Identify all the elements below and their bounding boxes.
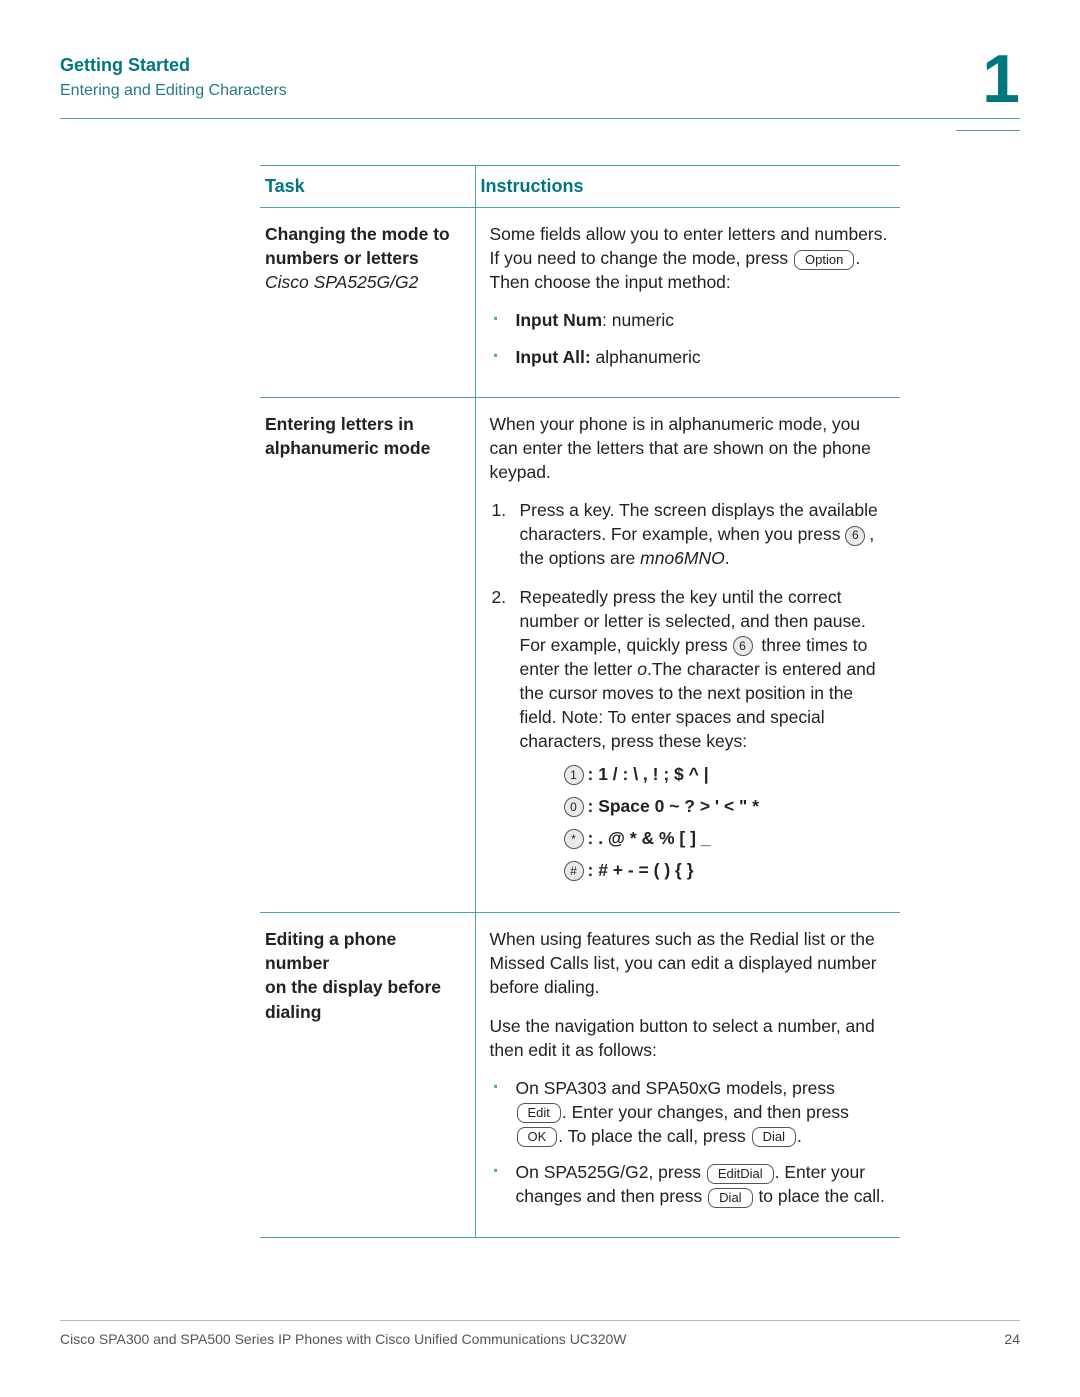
instructions-table-wrap: Task Instructions Changing the mode to n… (260, 165, 900, 1238)
chapter-underline (956, 130, 1020, 131)
instruction-text: Some fields allow you to enter letters a… (490, 222, 889, 294)
instructions-cell: When using features such as the Redial l… (475, 913, 900, 1237)
task-cell: Entering letters in alphanumeric mode (260, 397, 475, 912)
page-number: 24 (1004, 1331, 1020, 1347)
keypad-key-icon: 6 (733, 636, 753, 656)
instructions-table: Task Instructions Changing the mode to n… (260, 165, 900, 1238)
keychar-chars: : Space 0 ~ ? > ' < " * (588, 796, 760, 816)
instruction-text: When using features such as the Redial l… (490, 927, 889, 999)
table-header-row: Task Instructions (260, 166, 900, 208)
text: . Enter your changes, and then press (562, 1102, 849, 1122)
header-title: Getting Started (60, 55, 1020, 76)
keypad-key-icon: * (564, 829, 584, 849)
keypad-key-icon: 0 (564, 797, 584, 817)
task-line: Changing the mode to (265, 224, 450, 244)
list-item: On SPA525G/G2, press EditDial. Enter you… (490, 1160, 889, 1208)
table-row: Editing a phone number on the display be… (260, 913, 900, 1237)
keychar-chars: : . @ * & % [ ] _ (588, 828, 711, 848)
task-line: Editing a phone number (265, 929, 396, 973)
text-italic: o (637, 659, 647, 679)
keychar-map: 1: 1 / : \ , ! ; $ ^ | 0: Space 0 ~ ? > … (564, 762, 889, 883)
softkey-editdial: EditDial (707, 1164, 774, 1184)
task-line: alphanumeric mode (265, 438, 430, 458)
text: : numeric (602, 310, 674, 330)
chapter-number: 1 (982, 45, 1020, 113)
text: . (725, 548, 730, 568)
task-line: Entering letters in (265, 414, 414, 434)
keychar-chars: : # + - = ( ) { } (588, 860, 694, 880)
text: . (797, 1126, 802, 1146)
bullet-list: On SPA303 and SPA50xG models, press Edit… (490, 1076, 889, 1209)
list-item: Repeatedly press the key until the corre… (490, 585, 889, 883)
task-line: dialing (265, 1002, 321, 1022)
instruction-text: Use the navigation button to select a nu… (490, 1014, 889, 1062)
col-task: Task (260, 166, 475, 208)
text: On SPA525G/G2, press (516, 1162, 706, 1182)
keypad-key-icon: 6 (845, 526, 865, 546)
list-item: Input Num: numeric (490, 308, 889, 332)
col-instructions: Instructions (475, 166, 900, 208)
keychar-line: #: # + - = ( ) { } (564, 858, 889, 882)
list-item: On SPA303 and SPA50xG models, press Edit… (490, 1076, 889, 1148)
softkey-option: Option (794, 250, 854, 270)
footer-text: Cisco SPA300 and SPA500 Series IP Phones… (60, 1331, 627, 1347)
keychar-line: *: . @ * & % [ ] _ (564, 826, 889, 850)
task-model: Cisco SPA525G/G2 (265, 272, 418, 292)
keypad-key-icon: 1 (564, 765, 584, 785)
task-line: on the display before (265, 977, 441, 997)
text-strong: Input All: (516, 347, 591, 367)
task-cell: Editing a phone number on the display be… (260, 913, 475, 1237)
text: to place the call. (754, 1186, 885, 1206)
softkey-dial: Dial (752, 1127, 796, 1147)
bullet-list: Input Num: numeric Input All: alphanumer… (490, 308, 889, 368)
list-item: Input All: alphanumeric (490, 345, 889, 369)
table-row: Changing the mode to numbers or letters … (260, 208, 900, 398)
keychar-line: 1: 1 / : \ , ! ; $ ^ | (564, 762, 889, 786)
text: Press a key. The screen displays the ava… (520, 500, 878, 544)
header-subtitle: Entering and Editing Characters (60, 82, 1020, 100)
softkey-dial: Dial (708, 1188, 752, 1208)
softkey-edit: Edit (517, 1103, 561, 1123)
keychar-line: 0: Space 0 ~ ? > ' < " * (564, 794, 889, 818)
header-rule (60, 118, 1020, 119)
numbered-list: Press a key. The screen displays the ava… (490, 498, 889, 882)
text-italic: mno6MNO (640, 548, 725, 568)
instruction-text: When your phone is in alphanumeric mode,… (490, 412, 889, 484)
page-header: Getting Started Entering and Editing Cha… (60, 55, 1020, 135)
keypad-key-icon: # (564, 861, 584, 881)
list-item: Press a key. The screen displays the ava… (490, 498, 889, 570)
text: alphanumeric (591, 347, 701, 367)
instructions-cell: When your phone is in alphanumeric mode,… (475, 397, 900, 912)
text: On SPA303 and SPA50xG models, press (516, 1078, 835, 1098)
text: . To place the call, press (558, 1126, 750, 1146)
task-cell: Changing the mode to numbers or letters … (260, 208, 475, 398)
document-page: Getting Started Entering and Editing Cha… (0, 0, 1080, 1397)
table-row: Entering letters in alphanumeric mode Wh… (260, 397, 900, 912)
softkey-ok: OK (517, 1127, 558, 1147)
task-line: numbers or letters (265, 248, 419, 268)
keychar-chars: : 1 / : \ , ! ; $ ^ | (588, 764, 709, 784)
text-strong: Input Num (516, 310, 603, 330)
instructions-cell: Some fields allow you to enter letters a… (475, 208, 900, 398)
page-footer: Cisco SPA300 and SPA500 Series IP Phones… (60, 1320, 1020, 1347)
